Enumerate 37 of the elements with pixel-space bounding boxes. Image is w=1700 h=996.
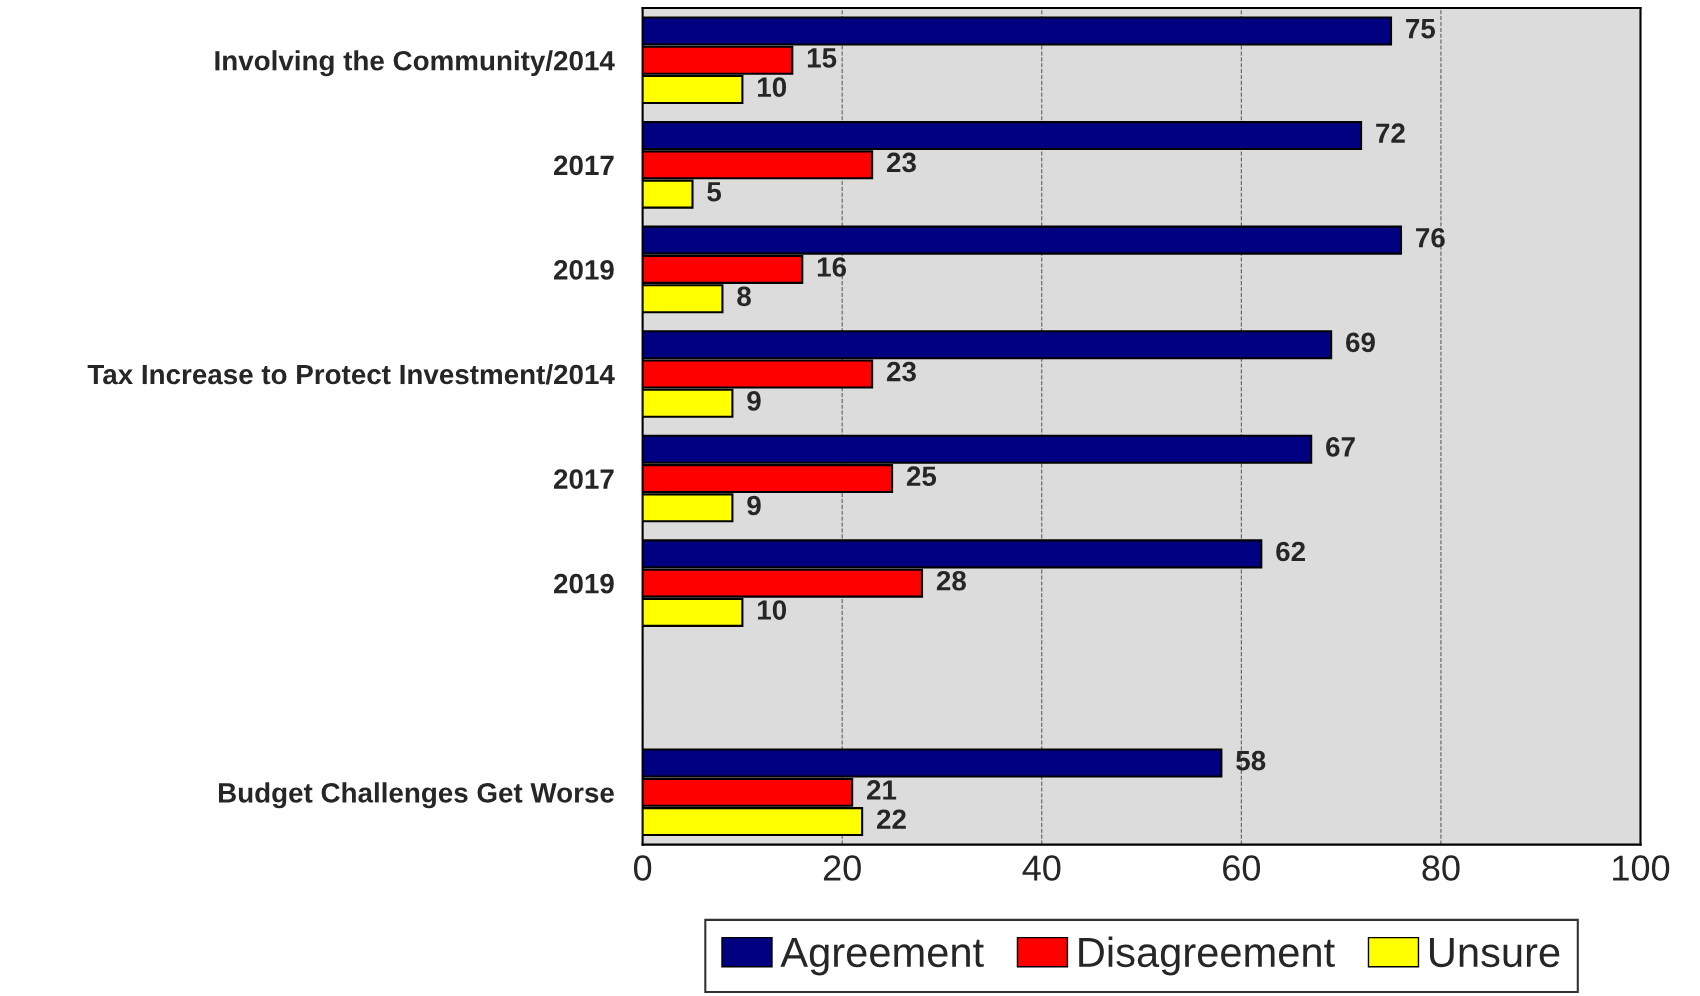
data-label: 58 (1236, 750, 1266, 771)
legend-label: Unsure (1430, 938, 1560, 968)
x-tick-label: 0 (633, 855, 652, 881)
y-tick-label: 2019 (554, 260, 614, 280)
y-tick-label: Involving the Community/2014 (215, 50, 615, 77)
data-label: 23 (886, 361, 916, 382)
data-label: 23 (886, 152, 916, 173)
data-label: 69 (1346, 332, 1375, 353)
legend-label: Agreement (780, 938, 984, 976)
x-tick-label: 100 (1613, 855, 1670, 881)
legend-label: Disagreement (1079, 936, 1335, 976)
x-tick-label: 40 (1022, 855, 1061, 881)
data-label: 21 (867, 780, 897, 800)
data-label: 62 (1276, 541, 1305, 562)
data-label: 8 (737, 286, 751, 307)
data-label: 75 (1406, 19, 1436, 39)
x-tick-label: 80 (1422, 855, 1460, 881)
data-label: 67 (1326, 437, 1355, 457)
data-label: 72 (1376, 123, 1405, 143)
y-tick-label: Tax Increase to Protect Investment/2014 (87, 363, 615, 385)
data-label: 9 (747, 495, 761, 516)
y-tick-label: 2017 (554, 469, 614, 489)
data-label: 10 (758, 77, 787, 97)
y-tick-label: 2017 (554, 155, 614, 176)
data-label: 22 (876, 809, 906, 829)
y-tick-label: Budget Challenges Get Worse (218, 782, 614, 809)
data-label: 28 (936, 570, 966, 591)
y-tick-label: 2019 (554, 573, 614, 594)
x-tick-label: 20 (823, 855, 861, 881)
data-label: 5 (707, 182, 722, 202)
data-label: 76 (1416, 227, 1445, 248)
x-tick-label: 60 (1223, 855, 1261, 881)
data-label: 10 (758, 600, 787, 620)
data-label: 25 (906, 466, 937, 487)
data-label: 16 (817, 257, 847, 277)
data-label: 15 (807, 48, 837, 68)
data-label: 9 (747, 391, 761, 411)
